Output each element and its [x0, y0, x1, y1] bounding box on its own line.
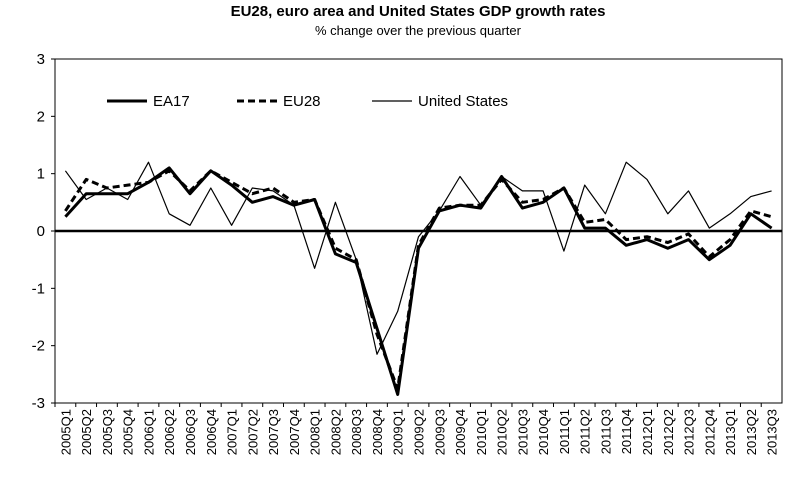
x-tick-label: 2009Q3	[432, 409, 447, 455]
x-tick-label: 2011Q3	[598, 409, 613, 454]
y-tick-label: 2	[37, 108, 45, 125]
x-tick-label: 2008Q2	[328, 409, 343, 455]
x-tick-label: 2006Q4	[204, 409, 219, 455]
series-line	[64, 166, 773, 396]
y-tick-label: 0	[37, 223, 45, 240]
x-tick-label: 2012Q1	[640, 409, 655, 455]
legend-label: EA17	[153, 93, 190, 110]
x-tick-label: 2013Q3	[765, 409, 780, 455]
x-tick-label: 2011Q2	[578, 409, 593, 454]
x-tick-label: 2006Q2	[162, 409, 177, 455]
y-tick-label: -1	[32, 280, 45, 297]
x-tick-label: 2007Q4	[287, 409, 302, 455]
x-tick-label: 2005Q2	[79, 409, 94, 455]
legend-label: EU28	[283, 93, 321, 110]
x-tick-label: 2005Q3	[100, 409, 115, 455]
series-line	[64, 161, 772, 355]
x-tick-label: 2012Q3	[682, 409, 697, 455]
x-tick-label: 2010Q2	[495, 409, 510, 455]
x-tick-label: 2008Q1	[308, 409, 323, 455]
x-tick-label: 2007Q1	[225, 409, 240, 455]
x-tick-label: 2012Q4	[702, 409, 717, 455]
legend-label: United States	[418, 93, 508, 110]
x-tick-label: 2010Q1	[474, 409, 489, 455]
x-tick-label: 2009Q4	[453, 409, 468, 455]
x-tick-label: 2008Q4	[370, 409, 385, 455]
x-tick-label: 2010Q4	[536, 409, 551, 455]
x-tick-label: 2013Q1	[723, 409, 738, 455]
x-tick-label: 2007Q3	[266, 409, 281, 455]
x-tick-label: 2010Q3	[515, 409, 530, 455]
chart-subtitle: % change over the previous quarter	[315, 23, 522, 38]
x-tick-label: 2011Q4	[619, 409, 634, 454]
x-tick-label: 2006Q3	[183, 409, 198, 455]
x-tick-label: 2008Q3	[349, 409, 364, 455]
chart-title: EU28, euro area and United States GDP gr…	[231, 3, 606, 20]
x-tick-label: 2006Q1	[141, 409, 156, 455]
x-tick-label: 2009Q1	[391, 409, 406, 455]
y-tick-label: -2	[32, 338, 45, 355]
y-tick-label: 3	[37, 51, 45, 68]
y-tick-label: -3	[32, 395, 45, 412]
x-tick-label: 2005Q1	[58, 409, 73, 455]
x-tick-label: 2013Q2	[744, 409, 759, 455]
x-tick-label: 2005Q4	[121, 409, 136, 455]
x-tick-label: 2009Q2	[412, 409, 427, 455]
x-tick-label: 2007Q2	[245, 409, 260, 455]
x-tick-label: 2011Q1	[557, 409, 572, 454]
y-tick-label: 1	[37, 166, 45, 183]
x-tick-label: 2012Q2	[661, 409, 676, 455]
series-line	[64, 169, 773, 391]
